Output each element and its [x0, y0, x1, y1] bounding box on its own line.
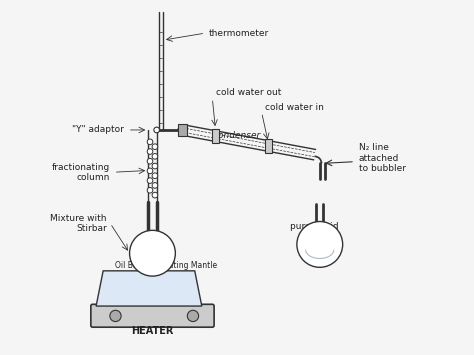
Circle shape: [147, 158, 153, 164]
FancyBboxPatch shape: [265, 139, 272, 153]
Text: condenser: condenser: [213, 131, 261, 140]
Text: fractionating
column: fractionating column: [52, 163, 110, 182]
Circle shape: [147, 187, 153, 193]
Circle shape: [152, 192, 158, 198]
Circle shape: [152, 154, 158, 159]
Circle shape: [152, 163, 158, 169]
Circle shape: [187, 310, 199, 322]
Text: HEATER: HEATER: [131, 326, 173, 336]
Circle shape: [147, 168, 153, 174]
Circle shape: [297, 222, 343, 267]
Text: "Y" adaptor: "Y" adaptor: [73, 125, 124, 135]
Text: N₂ line
attached
to bubbler: N₂ line attached to bubbler: [358, 143, 406, 173]
Circle shape: [147, 178, 153, 184]
Text: Oil Bath or Heating Mantle: Oil Bath or Heating Mantle: [116, 261, 218, 270]
Text: pure liquid: pure liquid: [290, 222, 339, 231]
Text: cold water in: cold water in: [265, 103, 324, 111]
FancyBboxPatch shape: [212, 129, 219, 143]
Circle shape: [147, 139, 153, 144]
Circle shape: [154, 127, 160, 133]
FancyBboxPatch shape: [91, 304, 214, 327]
Circle shape: [178, 127, 183, 133]
Circle shape: [129, 230, 175, 276]
Text: cold water out: cold water out: [216, 88, 281, 98]
FancyBboxPatch shape: [178, 124, 187, 136]
Text: thermometer: thermometer: [209, 29, 269, 38]
Text: Mixture with
Stirbar: Mixture with Stirbar: [50, 214, 107, 233]
Circle shape: [110, 310, 121, 322]
Circle shape: [147, 149, 153, 154]
Circle shape: [152, 144, 158, 149]
Circle shape: [152, 182, 158, 188]
Circle shape: [152, 173, 158, 179]
Polygon shape: [96, 271, 202, 306]
